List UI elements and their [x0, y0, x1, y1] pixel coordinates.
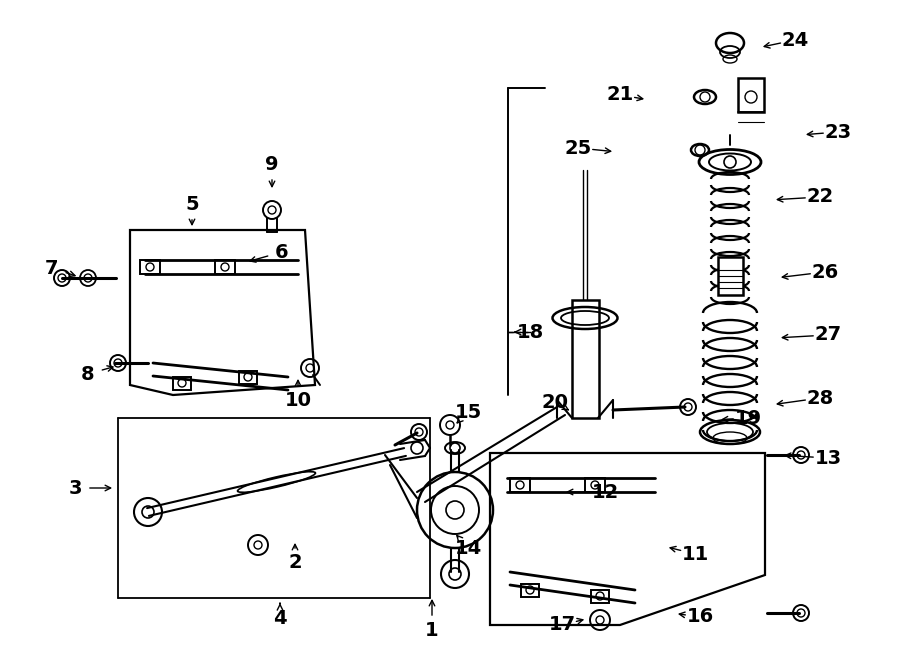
- Text: 8: 8: [81, 364, 94, 383]
- Bar: [591, 590, 609, 602]
- Text: 23: 23: [824, 122, 851, 141]
- Text: 28: 28: [806, 389, 833, 407]
- Bar: [521, 584, 539, 596]
- Text: 19: 19: [734, 408, 761, 428]
- Text: 20: 20: [542, 393, 569, 412]
- Text: 13: 13: [814, 449, 842, 467]
- Text: 11: 11: [681, 545, 708, 563]
- Text: 6: 6: [275, 243, 289, 262]
- Text: 12: 12: [591, 483, 618, 502]
- Text: 24: 24: [781, 30, 808, 50]
- Text: 1: 1: [425, 621, 439, 639]
- Text: 16: 16: [687, 607, 714, 627]
- Bar: [215, 260, 235, 274]
- Bar: [510, 478, 530, 492]
- Text: 2: 2: [288, 553, 302, 572]
- Bar: [718, 257, 743, 295]
- Bar: [585, 478, 605, 492]
- Text: 3: 3: [68, 479, 82, 498]
- Text: 27: 27: [814, 325, 842, 344]
- Bar: [173, 377, 191, 389]
- Text: 15: 15: [454, 403, 482, 422]
- Text: 17: 17: [548, 615, 576, 635]
- Text: 26: 26: [812, 262, 839, 282]
- Text: 14: 14: [454, 539, 482, 557]
- Bar: [572, 300, 599, 418]
- Text: 18: 18: [517, 323, 544, 342]
- Text: 5: 5: [185, 196, 199, 215]
- Text: 22: 22: [806, 188, 833, 206]
- Text: 10: 10: [284, 391, 311, 410]
- Text: 9: 9: [266, 155, 279, 175]
- Text: 25: 25: [564, 139, 591, 157]
- Text: 21: 21: [607, 85, 634, 104]
- Bar: [239, 371, 257, 383]
- Text: 7: 7: [45, 258, 58, 278]
- Bar: [738, 78, 764, 112]
- Bar: [140, 260, 160, 274]
- Text: 4: 4: [274, 609, 287, 627]
